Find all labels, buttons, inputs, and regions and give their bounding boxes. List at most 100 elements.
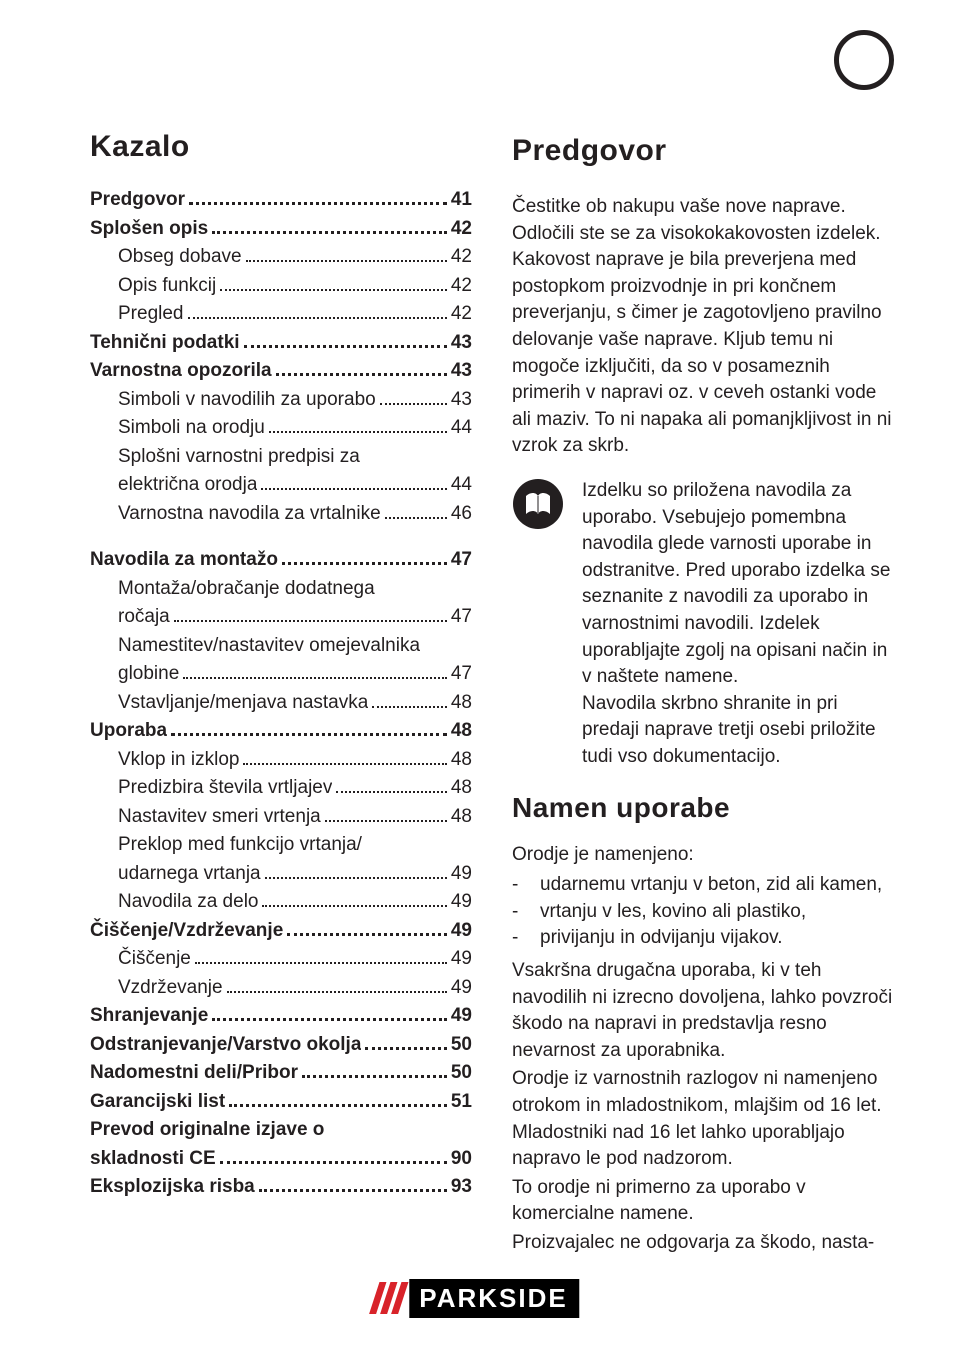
toc-label: Nastavitev smeri vrtenja [90,803,321,832]
toc-page: 41 [451,186,472,215]
left-column: Kazalo Predgovor 41 Splošen opis 42 Obseg do… [90,130,472,1257]
toc-label: Predgovor [90,186,185,215]
bullet-dash: - [512,899,522,926]
toc-leader [282,562,447,565]
toc-leader [212,231,447,234]
toc-line: Predgovor 41 [90,186,472,215]
toc-leader [265,877,447,879]
toc-leader [220,1161,447,1164]
toc-list: Predgovor 41 Splošen opis 42 Obseg dobave 42 O… [90,186,472,1202]
toc-leader [259,1189,447,1192]
toc-leader [246,260,447,262]
list-item: -privijanju in odvijanju vijakov. [512,925,894,952]
toc-label: Uporaba [90,717,167,746]
toc-page: 42 [451,272,472,301]
toc-leader [325,820,447,822]
toc-leader [380,403,447,405]
toc-line: Shranjevanje49 [90,1002,472,1031]
toc-label: električna orodja [90,471,257,500]
toc-label: Čiščenje [90,945,191,974]
toc-label: udarnega vrtanja [90,860,261,889]
bullet-list: -udarnemu vrtanju v beton, zid ali kamen… [512,872,894,952]
toc-line: Preklop med funkcijo vrtanja/ [90,831,472,860]
toc-label: Splošni varnostni predpisi za [90,443,360,472]
toc-title: Kazalo [90,130,472,164]
toc-leader [227,991,447,993]
bullet-dash: - [512,872,522,899]
toc-leader [269,431,447,433]
toc-leader [287,933,447,936]
toc-page: 48 [451,717,472,746]
toc-page: 49 [451,917,472,946]
toc-page: 47 [451,546,472,575]
toc-leader [244,345,447,348]
toc-leader [385,517,447,519]
toc-leader [174,620,447,622]
toc-page: 44 [451,471,472,500]
toc-line: Eksplozijska risba93 [90,1173,472,1202]
toc-page: 42 [451,300,472,329]
toc-page: 42 [451,215,472,244]
toc-label: Navodila za montažo [90,546,278,575]
toc-leader [365,1047,446,1050]
toc-label: ročaja [90,603,170,632]
toc-line: Simboli na orodju44 [90,414,472,443]
toc-label: Vklop in izklop [90,746,239,775]
toc-line: ročaja47 [90,603,472,632]
toc-page: 93 [451,1173,472,1202]
toc-label: Prevod originalne izjave o [90,1116,324,1145]
toc-page: 49 [451,974,472,1003]
toc-page: 43 [451,386,472,415]
toc-page: 46 [451,500,472,529]
toc-line: Navodila za montažo 47 [90,546,472,575]
list-item: -vrtanju v les, kovino ali plastiko, [512,899,894,926]
toc-page: 49 [451,1002,472,1031]
toc-page: 50 [451,1059,472,1088]
toc-page: 90 [451,1145,472,1174]
toc-label: Varnostna opozorila [90,357,272,386]
toc-leader [372,706,447,708]
toc-label: Simboli na orodju [90,414,265,443]
toc-line: Vklop in izklop48 [90,746,472,775]
toc-page: 43 [451,357,472,386]
toc-label: Opis funkcij [90,272,216,301]
bullet-dash: - [512,925,522,952]
namen-para3: Orodje iz varnostnih razlogov ni namenje… [512,1066,894,1172]
toc-line: Montaža/obračanje dodatnega [90,575,472,604]
toc-label: Simboli v navodilih za uporabo [90,386,376,415]
toc-line: Garancijski list51 [90,1088,472,1117]
list-item: -udarnemu vrtanju v beton, zid ali kamen… [512,872,894,899]
toc-page: 51 [451,1088,472,1117]
toc-line: Varnostna opozorila 43 [90,357,472,386]
toc-line: Predizbira števila vrtljajev48 [90,774,472,803]
toc-leader [212,1018,447,1021]
toc-leader [183,677,447,679]
toc-line: Varnostna navodila za vrtalnike46 [90,500,472,529]
toc-line: globine47 [90,660,472,689]
toc-label: Preklop med funkcijo vrtanja/ [90,831,362,860]
toc-line: električna orodja 44 [90,471,472,500]
toc-page: 49 [451,945,472,974]
toc-label: Obseg dobave [90,243,242,272]
toc-leader [261,488,446,490]
toc-label: Predizbira števila vrtljajev [90,774,332,803]
toc-leader [243,763,446,765]
parkside-logo: PARKSIDE [374,1278,579,1318]
toc-label: Navodila za delo [90,888,258,917]
toc-page: 50 [451,1031,472,1060]
toc-line: Prevod originalne izjave o [90,1116,472,1145]
toc-page: 49 [451,888,472,917]
toc-label: Tehnični podatki [90,329,240,358]
predgovor-para: Čestitke ob nakupu vaše nove naprave. Od… [512,194,894,460]
toc-line: Nadomestni deli/Pribor50 [90,1059,472,1088]
page-marker-circle [834,30,894,90]
manual-icon [512,478,568,771]
namen-para4: To orodje ni primerno za uporabo v komer… [512,1175,894,1228]
toc-label: Splošen opis [90,215,208,244]
toc-label: skladnosti CE [90,1145,216,1174]
namen-para5: Proizvajalec ne odgovarja za škodo, nast… [512,1230,894,1257]
note-text: Izdelku so priložena navodila za uporabo… [582,478,894,771]
toc-label: Vstavljanje/menjava nastavka [90,689,368,718]
namen-intro: Orodje je namenjeno: [512,842,894,869]
bullet-text: privijanju in odvijanju vijakov. [540,925,783,952]
